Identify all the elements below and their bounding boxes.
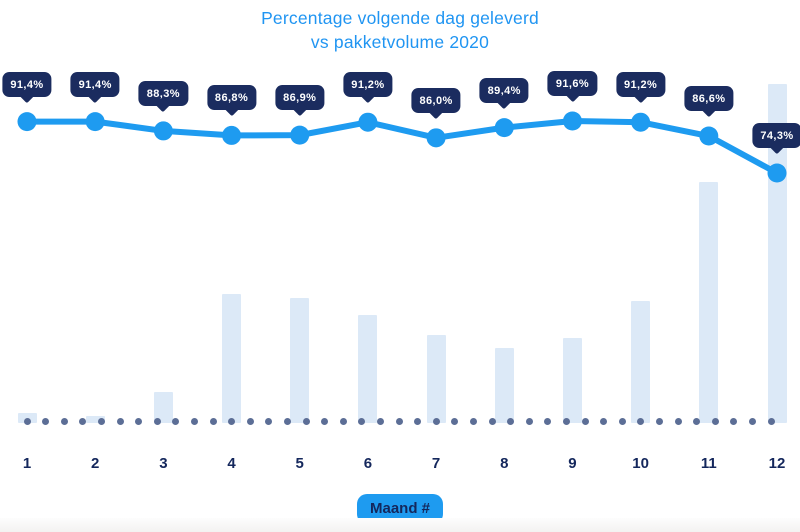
volume-bar (85, 416, 105, 423)
baseline-dot (451, 417, 459, 425)
x-tick-label: 2 (91, 455, 100, 472)
x-tick-label: 9 (568, 455, 577, 472)
volume-bar (699, 182, 719, 423)
line-marker (17, 112, 37, 132)
x-tick-label: 1 (22, 455, 32, 472)
baseline-dot (135, 417, 143, 425)
value-tooltip: 91,4% (2, 71, 52, 97)
baseline-dot (190, 417, 198, 425)
line-path (24, 118, 780, 177)
baseline-dot (432, 417, 440, 425)
volume-bar (562, 338, 582, 423)
baseline-dot (395, 417, 403, 425)
baseline-dot (265, 417, 273, 425)
value-tooltip: 86,0% (411, 87, 461, 113)
line-marker (631, 112, 651, 132)
x-tick-label: 10 (632, 455, 649, 472)
x-tick-label: 4 (227, 455, 236, 472)
value-tooltip: 91,2% (343, 72, 393, 98)
baseline-dot (79, 417, 87, 425)
baseline-dot (618, 417, 626, 425)
line-marker (222, 125, 242, 145)
baseline-dot (414, 417, 422, 425)
baseline-dot (637, 417, 645, 425)
baseline-dot (767, 417, 775, 425)
baseline-dot (97, 417, 105, 425)
baseline-dot (730, 417, 738, 425)
baseline-dot (209, 417, 217, 425)
baseline-dot (42, 417, 50, 425)
volume-bar (631, 300, 651, 423)
baseline-dot (172, 417, 180, 425)
volume-bar (358, 314, 378, 423)
baseline-dot (711, 417, 719, 425)
value-tooltip: 86,9% (275, 85, 325, 111)
value-tooltip: 88,3% (138, 80, 188, 106)
baseline-dot (581, 417, 589, 425)
value-tooltip: 86,6% (684, 86, 734, 112)
value-tooltip: 89,4% (479, 77, 529, 103)
volume-bar (153, 392, 173, 423)
line-marker (562, 111, 582, 131)
value-tooltip: 91,6% (547, 71, 598, 96)
baseline-dot (693, 417, 701, 425)
x-tick-label: 12 (768, 455, 786, 472)
baseline-dot (116, 417, 124, 425)
value-tooltip: 91,2% (616, 72, 666, 98)
baseline-dot (23, 417, 31, 425)
value-tooltip: 86,8% (206, 85, 257, 111)
volume-bar (290, 297, 310, 423)
baseline-dot (302, 417, 310, 425)
baseline-dot (321, 417, 329, 425)
value-tooltip: 91,4% (70, 71, 120, 97)
baseline-dot (246, 417, 254, 425)
baseline-dot (376, 417, 384, 425)
baseline-dot (674, 417, 682, 425)
baseline-dot (748, 417, 756, 425)
baseline-dot (507, 417, 515, 425)
baseline-dot (488, 417, 496, 425)
x-tick-label: 11 (700, 455, 717, 472)
baseline-dot (655, 417, 663, 425)
chart-title-line1: Percentage volgende dag geleverd (261, 8, 539, 28)
baseline-dot (469, 417, 477, 425)
baseline-dot (228, 417, 236, 425)
x-tick-label: 5 (295, 455, 304, 472)
line-marker (290, 125, 310, 145)
line-marker (699, 126, 719, 146)
baseline-dot (544, 417, 552, 425)
baseline-dot (358, 417, 366, 425)
line-marker (85, 112, 105, 132)
baseline-dot (339, 417, 347, 425)
x-tick-label: 3 (159, 455, 168, 472)
baseline-dot (600, 417, 608, 425)
line-marker (494, 118, 514, 138)
x-tick-label: 8 (500, 455, 509, 472)
value-tooltip: 74,3% (752, 123, 800, 148)
baseline-dot (283, 417, 291, 425)
x-tick-label: 6 (363, 455, 373, 472)
baseline-dot (525, 417, 533, 425)
baseline-dot (153, 417, 161, 425)
volume-bar (222, 294, 242, 423)
bottom-strip (0, 518, 800, 532)
chart-title: Percentage volgende dag geleverd vs pakk… (0, 6, 800, 54)
line-marker (358, 112, 378, 132)
volume-bar (494, 348, 514, 423)
baseline-dot (60, 417, 68, 425)
volume-bar (426, 334, 446, 423)
line-marker (153, 121, 173, 141)
x-tick-label: 7 (431, 455, 441, 472)
baseline-dot (562, 417, 570, 425)
chart-title-line2: vs pakketvolume 2020 (310, 32, 490, 52)
line-marker (426, 128, 446, 148)
